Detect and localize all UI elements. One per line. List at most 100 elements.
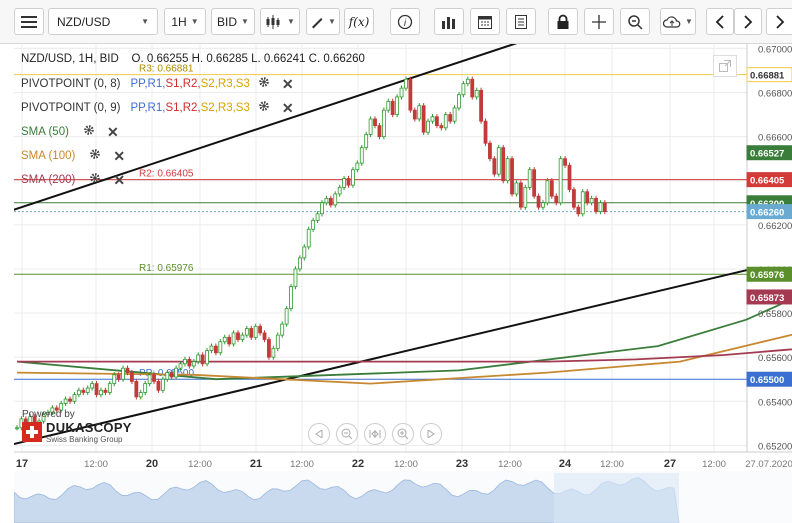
- zoom-button[interactable]: [620, 8, 650, 35]
- candle-body: [205, 350, 209, 365]
- pivot-param-label: PP,: [130, 77, 148, 90]
- candle-body: [231, 332, 236, 345]
- close-icon[interactable]: ✕: [281, 75, 294, 92]
- gear-icon[interactable]: [258, 76, 270, 91]
- menu-button[interactable]: [14, 8, 44, 35]
- gear-icon[interactable]: [89, 172, 101, 187]
- pivot-param-label: S1,: [165, 77, 183, 90]
- sma-line: [16, 298, 792, 381]
- candle-body: [408, 78, 413, 111]
- upload-button[interactable]: ▼: [660, 8, 696, 35]
- candle-body: [465, 78, 470, 85]
- candle-body: [15, 427, 19, 430]
- candle-body: [200, 354, 205, 365]
- candle-body: [492, 158, 497, 175]
- gear-icon[interactable]: [83, 124, 95, 139]
- more-button[interactable]: [766, 8, 792, 35]
- pivot-params: PP,R1,S1,R2,S2,R3,S3: [130, 102, 249, 114]
- volume-button[interactable]: [434, 8, 464, 35]
- candle-body: [527, 169, 532, 188]
- candle-body: [598, 202, 603, 213]
- price-tag-label: 0.65873: [750, 293, 784, 304]
- price-tag: [746, 289, 792, 305]
- candle-body: [94, 383, 99, 396]
- info-button[interactable]: i: [390, 8, 420, 35]
- indicator-name: SMA (50): [21, 125, 69, 138]
- zoom-icon: [628, 14, 643, 30]
- candle-body: [107, 383, 112, 393]
- candle-body: [399, 87, 404, 98]
- candle-body: [112, 374, 117, 385]
- pan-left-button[interactable]: [308, 423, 330, 445]
- close-icon[interactable]: ✕: [113, 171, 126, 188]
- lock-button[interactable]: [548, 8, 578, 35]
- close-icon[interactable]: ✕: [281, 99, 294, 116]
- price-tag: [746, 371, 792, 387]
- candle-body: [439, 125, 444, 129]
- zoom-out-icon: [341, 428, 353, 440]
- candle-body: [448, 114, 453, 122]
- candle-body: [143, 383, 148, 393]
- candle-body: [169, 372, 174, 378]
- info-icon: i: [397, 14, 413, 29]
- candle-body: [284, 308, 289, 325]
- pivot-param-label: S3: [235, 77, 250, 90]
- price-side-selector[interactable]: BID ▼: [211, 8, 255, 35]
- sma-line: [16, 333, 792, 385]
- zoom-controls: [308, 423, 442, 445]
- candle-body: [377, 125, 382, 138]
- chevron-right-icon: [744, 14, 753, 29]
- candle-body: [412, 109, 417, 120]
- maximize-button[interactable]: [713, 55, 737, 77]
- fit-button[interactable]: [364, 423, 386, 445]
- chart-type-button[interactable]: ▼: [260, 8, 300, 35]
- candle-body: [594, 197, 598, 213]
- price-tag: [746, 266, 792, 282]
- indicator-name: PIVOTPOINT (0, 8): [21, 77, 121, 90]
- pan-right-button[interactable]: [420, 423, 442, 445]
- price-tag-label: 0.66405: [750, 176, 785, 187]
- candle-body: [46, 411, 50, 415]
- close-icon[interactable]: ✕: [113, 147, 126, 164]
- candle-body: [536, 195, 541, 208]
- zoom-in-button[interactable]: [392, 423, 414, 445]
- sma-line: [17, 348, 792, 363]
- candle-body: [280, 323, 285, 336]
- candle-body: [430, 116, 435, 122]
- triangle-left-icon: [315, 430, 323, 438]
- time-tick-label: 24: [559, 458, 572, 470]
- symbol-selector[interactable]: NZD/USD ▼: [48, 8, 158, 35]
- candle-body: [342, 178, 346, 188]
- timeframe-selector[interactable]: 1H ▼: [164, 8, 206, 35]
- candle-body: [320, 202, 324, 215]
- draw-tool-button[interactable]: ▼: [306, 8, 340, 35]
- candle-body: [364, 134, 369, 149]
- candle-body: [253, 325, 258, 338]
- indicators-button[interactable]: f(x): [344, 8, 374, 35]
- time-tick-label: 12:00: [84, 459, 108, 470]
- price-tag: [746, 145, 792, 161]
- notes-button[interactable]: [506, 8, 536, 35]
- scroll-left-button[interactable]: [706, 8, 734, 35]
- gear-icon[interactable]: [258, 100, 270, 115]
- calendar-button[interactable]: [470, 8, 500, 35]
- candle-body: [196, 354, 201, 362]
- close-icon[interactable]: ✕: [106, 123, 119, 140]
- price-tick-label: 0.66800: [758, 89, 792, 100]
- timeframe-label: 1H: [171, 14, 187, 29]
- candle-body: [554, 195, 559, 204]
- crosshair-button[interactable]: [584, 8, 614, 35]
- gear-icon[interactable]: [89, 148, 101, 163]
- indicator-legend-item: PIVOTPOINT (0, 8) PP,R1,S1,R2,S2,R3,S3 ✕: [21, 76, 294, 91]
- scroll-right-button[interactable]: [734, 8, 762, 35]
- zoom-out-button[interactable]: [336, 423, 358, 445]
- pivot-param-label: R1,: [147, 77, 166, 90]
- price-tick-label: 0.65800: [758, 309, 792, 320]
- chevron-down-icon: ▼: [241, 17, 249, 26]
- chevron-right-icon: [775, 14, 784, 29]
- price-tick-label: 0.65400: [758, 397, 792, 408]
- candle-body: [563, 158, 567, 166]
- candle-body: [567, 164, 572, 190]
- time-tick-label: 12:00: [600, 459, 624, 470]
